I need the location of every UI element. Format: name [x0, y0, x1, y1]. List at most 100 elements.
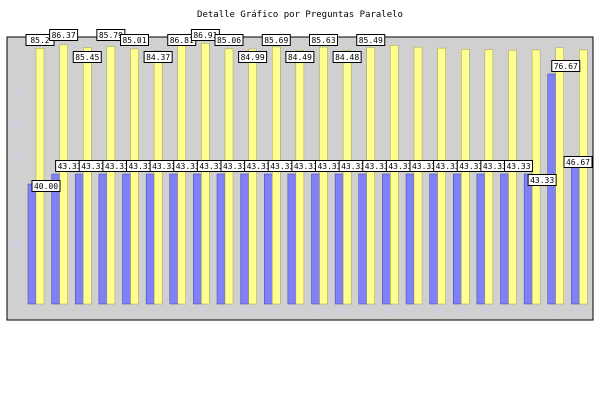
- bar-series-2: [35, 48, 45, 305]
- x-tick-label: 22: [526, 307, 536, 316]
- x-tick-label: 24: [573, 307, 583, 316]
- data-label-series-1: 43.33: [436, 162, 460, 171]
- bar-series-2: [177, 43, 186, 305]
- bar-series-2: [83, 47, 92, 305]
- data-label-series-2-box: [120, 34, 149, 46]
- x-tick-label: 1: [32, 307, 37, 316]
- x-tick-label: 21: [502, 307, 512, 316]
- data-label-series-1: 43.33: [58, 162, 82, 171]
- x-tick-label: 18: [432, 307, 442, 316]
- x-tick-label: 2: [56, 307, 61, 316]
- bar-series-1: [264, 173, 273, 305]
- data-label-series-1: 43.33: [152, 162, 176, 171]
- bar-series-1: [405, 173, 415, 305]
- data-label-series-1: 43.33: [506, 162, 530, 171]
- bar-series-2: [153, 50, 163, 305]
- x-tick-label: 9: [221, 307, 226, 316]
- chart-title: Detalle Gráfico por Preguntas Paralelo: [197, 10, 403, 20]
- bar-series-2: [106, 46, 116, 305]
- data-label-series-2: 85.69: [264, 36, 288, 45]
- data-label-series-2-box: [214, 34, 244, 46]
- data-label-series-2-box: [332, 51, 362, 63]
- bar-series-1: [27, 183, 37, 305]
- data-label-series-1: 43.33: [412, 162, 436, 171]
- value-labels-layer: 40.00 85.2 43.33 86.37 43.33 85.45 43.33 85.79 4…: [25, 29, 593, 192]
- data-label-series-2-box: [72, 51, 102, 63]
- y-tick-label: 70: [11, 90, 21, 99]
- data-label-series-1: 43.33: [105, 162, 129, 171]
- data-label-series-2-box: [261, 34, 291, 46]
- data-label-series-1: 43.33: [199, 162, 223, 171]
- data-label-series-2-box: [356, 34, 386, 46]
- bar-series-1: [287, 173, 297, 305]
- x-tick-label: 13: [313, 307, 323, 316]
- bar-series-2: [319, 46, 328, 305]
- data-label-series-2: 84.37: [146, 53, 170, 62]
- data-label-series-1-box: [527, 174, 557, 187]
- bar-series-2: [390, 45, 399, 305]
- bar-series-2: [508, 49, 517, 305]
- bar-series-2: [579, 49, 588, 305]
- data-label-series-1: 46.67: [566, 158, 590, 167]
- data-label-series-1: 43.33: [128, 162, 152, 171]
- bar-series-1: [334, 173, 344, 305]
- data-label-series-1: 43.33: [317, 162, 341, 171]
- y-tick-label: 60: [11, 120, 21, 129]
- data-label-series-1: 43.33: [388, 162, 412, 171]
- data-label-series-2: 84.49: [288, 53, 312, 62]
- x-tick-label: 3: [80, 307, 85, 316]
- bar-series-2: [555, 47, 564, 305]
- x-tick-label: 7: [174, 307, 179, 316]
- data-label-series-1: 43.33: [341, 162, 365, 171]
- bar-series-1: [476, 173, 486, 305]
- bar-series-2: [413, 46, 423, 305]
- x-tick-label: 10: [243, 307, 253, 316]
- bar-series-2: [461, 49, 470, 305]
- x-tick-label: 14: [337, 307, 347, 316]
- bar-series-1: [216, 173, 226, 305]
- x-tick-label: 23: [550, 307, 560, 316]
- data-label-series-1: 43.33: [483, 162, 507, 171]
- data-label-series-1: 43.33: [459, 162, 483, 171]
- bar-series-1: [75, 173, 84, 305]
- data-label-series-2-box: [309, 34, 338, 46]
- bar-series-1: [240, 173, 249, 305]
- y-tick-label: 80: [11, 60, 21, 69]
- data-label-series-1: 43.33: [176, 162, 200, 171]
- bar-series-1: [122, 173, 131, 305]
- bar-series-1: [547, 73, 556, 305]
- data-label-series-1: 43.33: [365, 162, 389, 171]
- bar-series-1: [311, 173, 320, 305]
- bar-series-2: [295, 50, 305, 305]
- data-label-series-1-box: [31, 180, 61, 192]
- x-tick-label: 4: [103, 307, 108, 316]
- data-label-series-1: 43.33: [247, 162, 271, 171]
- data-label-series-2: 86.91: [193, 31, 217, 40]
- data-label-series-2: 86.37: [52, 31, 76, 40]
- bar-series-1: [382, 173, 391, 305]
- bar-series-2: [224, 48, 234, 305]
- bar-series-2: [272, 46, 281, 305]
- x-tick-label: 12: [290, 307, 300, 316]
- bars-layer: [27, 43, 588, 305]
- data-label-series-1: 43.33: [294, 162, 318, 171]
- y-axis-ticks: 10 20 30 40 50 60 70 80: [11, 60, 21, 279]
- bar-series-1: [51, 173, 60, 305]
- data-label-series-2: 84.99: [241, 53, 265, 62]
- data-label-series-1-box: [563, 155, 593, 168]
- data-label-series-1: 43.33: [223, 162, 247, 171]
- bar-series-2: [366, 47, 375, 305]
- x-tick-label: 20: [479, 307, 489, 316]
- bar-series-1: [169, 173, 178, 305]
- data-label-series-2: 84.48: [335, 53, 359, 62]
- data-label-series-2: 85.45: [75, 53, 99, 62]
- bar-series-2: [201, 43, 210, 305]
- bar-series-2: [248, 48, 257, 305]
- x-tick-label: 8: [198, 307, 203, 316]
- data-label-series-2-box: [285, 51, 315, 63]
- bar-series-1: [145, 173, 155, 305]
- x-tick-label: 15: [361, 307, 371, 316]
- bar-series-2: [484, 49, 494, 305]
